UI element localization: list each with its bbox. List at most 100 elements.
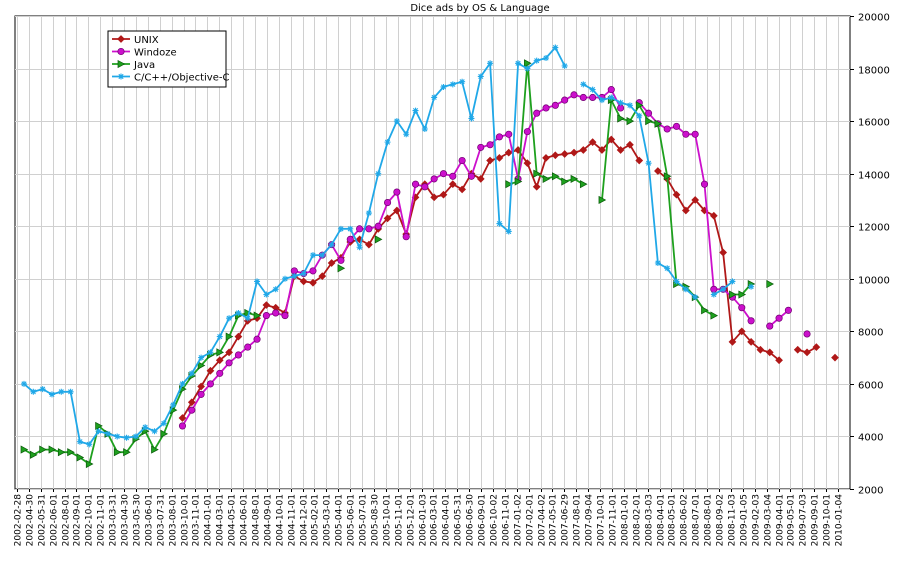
unix-point [803, 348, 811, 357]
x-tick-label: 2005-11-01 [395, 494, 405, 546]
windoze-point [402, 233, 410, 241]
x-tick-label: 2007-09-04 [585, 494, 595, 547]
unix-point [187, 398, 196, 407]
series-line-java [23, 311, 258, 465]
x-tick-label: 2006-09-01 [478, 494, 488, 546]
windoze-point [197, 390, 205, 398]
windoze-point [346, 235, 354, 243]
x-tick-label: 2003-08-01 [169, 494, 179, 546]
java-point [635, 101, 644, 110]
c-cpp-point [347, 225, 354, 232]
java-point [626, 117, 635, 126]
windoze-point [495, 133, 503, 141]
x-tick-label: 2008-03-03 [645, 494, 655, 546]
x-tick-label: 2004-11-01 [288, 494, 298, 546]
windoze-point [206, 380, 214, 388]
unix-point [234, 332, 243, 341]
x-tick-label: 2002-09-01 [73, 494, 83, 546]
x-tick-label: 2008-05-01 [668, 494, 678, 546]
chart-title: Dice ads by OS & Language [410, 3, 549, 14]
windoze-point [738, 304, 746, 312]
legend-item-c-cpp-objc: C/C++/Objective-C [112, 73, 229, 84]
windoze-point [290, 267, 298, 275]
unix-point [197, 382, 205, 391]
unix-point [532, 182, 541, 191]
windoze-point [430, 175, 438, 183]
windoze-point [421, 183, 429, 191]
c-cpp-point [30, 388, 37, 395]
windoze-point [766, 322, 774, 330]
unix-point [737, 327, 746, 336]
x-tick-label: 2009-03-04 [764, 494, 774, 547]
c-cpp-point [356, 244, 363, 251]
c-cpp-point [729, 278, 736, 285]
c-cpp-point [598, 97, 605, 104]
java-point [20, 445, 29, 454]
windoze-point [244, 343, 252, 351]
unix-point [215, 356, 224, 365]
x-tick-label: 2006-01-03 [419, 494, 429, 546]
legend-label-unix: UNIX [134, 35, 159, 46]
unix-point [504, 148, 513, 157]
java-point [95, 421, 103, 431]
c-cpp-point [673, 278, 680, 285]
x-tick-label: 2006-11-01 [502, 494, 512, 546]
x-tick-label: 2007-01-02 [514, 494, 524, 546]
java-point [151, 445, 159, 454]
unix-point [486, 156, 494, 165]
x-tick-label: 2007-02-01 [526, 494, 536, 546]
y-tick-label: 10000 [858, 276, 890, 287]
series-line-java [508, 62, 584, 186]
unix-point [635, 156, 644, 165]
windoze-point [188, 406, 196, 414]
unix-point [598, 146, 606, 154]
windoze-point [477, 143, 485, 151]
windoze-point [551, 101, 559, 109]
java-point [253, 311, 262, 320]
c-cpp-point [421, 125, 428, 132]
unix-point [765, 348, 774, 357]
java-point [197, 361, 206, 370]
unix-point [654, 167, 662, 175]
c-cpp-point [431, 94, 438, 101]
java-point [710, 311, 719, 320]
x-tick-label: 2002-08-01 [62, 494, 72, 546]
windoze-point [178, 422, 187, 430]
x-tick-label: 2005-04-01 [335, 494, 345, 546]
java-point [533, 169, 541, 178]
c-cpp-point [263, 291, 270, 298]
x-tick-label: 2006-05-31 [454, 494, 464, 546]
java-point [542, 174, 551, 184]
windoze-point [505, 130, 513, 138]
x-tick-label: 2002-02-28 [14, 494, 24, 547]
unix-point [831, 353, 839, 362]
y-tick-label: 18000 [858, 66, 890, 77]
c-cpp-point [365, 210, 372, 217]
c-cpp-point [319, 252, 326, 259]
c-cpp-point [160, 420, 167, 427]
java-point [76, 453, 85, 462]
c-cpp-point [589, 86, 596, 93]
x-tick-label: 2002-10-01 [85, 494, 95, 546]
java-point [123, 448, 131, 457]
c-cpp-point [515, 60, 522, 67]
java-point [48, 445, 57, 454]
x-tick-label: 2004-06-01 [240, 494, 250, 546]
unix-point [495, 154, 504, 162]
c-cpp-point [459, 78, 466, 85]
java-point [738, 290, 747, 299]
unix-point [607, 135, 616, 144]
unix-point [393, 206, 401, 215]
c-cpp-point [58, 388, 65, 395]
java-point [701, 306, 709, 315]
c-cpp-point [664, 265, 671, 272]
c-cpp-point [216, 333, 223, 340]
unix-point [430, 193, 439, 202]
c-cpp-point [328, 241, 335, 248]
windoze-point [542, 104, 550, 112]
windoze-point [579, 93, 587, 102]
windoze-point [486, 141, 494, 149]
x-tick-label: 2009-10-01 [823, 494, 833, 546]
